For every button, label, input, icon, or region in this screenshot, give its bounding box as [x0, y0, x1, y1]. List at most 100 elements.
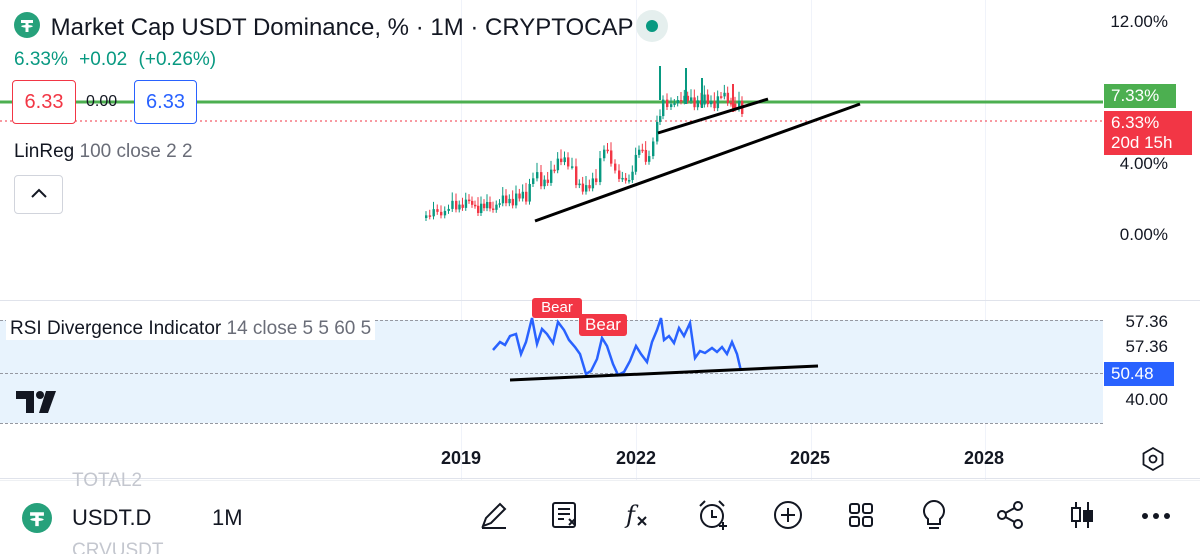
candle-body — [553, 169, 556, 172]
share-icon — [994, 499, 1026, 536]
candle-body — [578, 183, 581, 186]
bear-label-1: Bear — [532, 298, 582, 318]
ideas-button[interactable] — [916, 499, 952, 535]
grid-line — [985, 0, 986, 554]
candle-body — [489, 202, 492, 209]
candle-body — [443, 210, 447, 216]
candle-body — [662, 99, 665, 117]
candle-body — [591, 178, 595, 189]
candle-body — [518, 193, 521, 199]
bottom-separator — [0, 478, 1200, 479]
pane-separator — [0, 300, 1200, 301]
sell-button[interactable]: 6.33 — [12, 80, 76, 124]
collapse-legend-button[interactable] — [14, 175, 63, 214]
candle-body — [567, 157, 570, 167]
price-chart-svg — [0, 66, 1103, 223]
tether-logo-icon — [22, 503, 52, 538]
candle-body — [693, 97, 696, 108]
symbol-button[interactable]: USDT.D — [72, 505, 152, 530]
candle-body — [550, 169, 553, 183]
main-chart[interactable] — [0, 0, 1103, 300]
candle-body — [638, 149, 641, 155]
candle-body — [696, 100, 700, 108]
candle-body — [447, 208, 450, 211]
rsi-axis-label: 40.00 — [1125, 390, 1168, 409]
rsi-axis-label: 57.36 — [1125, 312, 1168, 331]
share-button[interactable] — [992, 499, 1028, 535]
add-button[interactable] — [770, 499, 806, 535]
price-axis-label: 12.00% — [1110, 12, 1168, 31]
candle-body — [474, 204, 477, 207]
chart-title-text: Market Cap USDT Dominance, % · 1M · CRYP… — [50, 14, 634, 41]
change-abs: +0.02 — [79, 49, 128, 70]
candle-body — [428, 215, 432, 217]
layouts-button[interactable] — [843, 499, 879, 535]
chart-type-button[interactable] — [1064, 499, 1100, 535]
market-status-indicator[interactable] — [636, 10, 668, 42]
candle-body — [471, 200, 474, 205]
timeframe-button[interactable]: 1M — [212, 505, 243, 530]
linreg-price-tag: 7.33% — [1104, 84, 1176, 108]
candle-body — [648, 156, 651, 162]
candle-body — [676, 100, 680, 104]
candle-body — [525, 191, 528, 202]
news-button[interactable] — [547, 499, 583, 535]
chart-settings-button[interactable] — [1139, 445, 1167, 478]
candle-body — [716, 96, 720, 109]
candle-body — [571, 166, 574, 168]
candle-body — [606, 149, 609, 152]
candle-body — [492, 208, 495, 211]
candle-body — [425, 215, 428, 218]
buy-button[interactable]: 6.33 — [134, 80, 197, 124]
ideas-icon — [918, 498, 950, 537]
time-axis-label: 2019 — [441, 448, 482, 468]
bear-label-2: Bear — [579, 314, 627, 336]
alert-button[interactable] — [695, 499, 731, 535]
candle-body — [483, 203, 486, 209]
candle-body — [581, 183, 585, 192]
candle-body — [680, 100, 683, 102]
candle-body — [666, 99, 669, 108]
candle-body — [595, 178, 598, 183]
candle-body — [575, 166, 578, 186]
draw-button[interactable] — [476, 499, 512, 535]
draw-icon — [478, 499, 510, 536]
grid-line — [811, 0, 812, 554]
candle-body — [528, 183, 531, 202]
layouts-icon — [846, 500, 876, 535]
candle-body — [610, 150, 613, 164]
chart-title[interactable]: Market Cap USDT Dominance, % · 1M · CRYP… — [14, 12, 634, 45]
price-axis-label: 4.00% — [1119, 154, 1168, 173]
candle-body — [673, 103, 676, 105]
indicators-button[interactable]: f — [620, 499, 656, 535]
more-button[interactable] — [1138, 499, 1174, 535]
candle-body — [501, 195, 505, 204]
bar-countdown: 20d 15h — [1111, 133, 1173, 152]
candle-body — [726, 92, 730, 103]
rsi-mid-band — [0, 373, 1103, 374]
change-pct: (+0.26%) — [138, 49, 217, 70]
spread-value: 0.00 — [86, 93, 118, 110]
candle-body — [480, 203, 483, 214]
tether-logo-icon — [14, 12, 40, 45]
current-price-tag-value: 6.33% — [1111, 113, 1160, 132]
tradingview-logo-icon[interactable] — [16, 389, 64, 420]
candle-body — [543, 179, 546, 187]
time-axis-label: 2028 — [964, 448, 1005, 468]
candle-body — [464, 199, 468, 208]
candle-body — [618, 170, 621, 179]
candle-body — [621, 177, 624, 180]
linreg-legend[interactable]: LinReg 100 close 2 2 — [14, 141, 193, 163]
candle-body — [599, 158, 602, 183]
candle-body — [458, 204, 461, 210]
candle-body — [656, 121, 659, 142]
candle-body — [738, 101, 741, 109]
settings-hexagon-icon — [1139, 446, 1167, 477]
price-change: 6.33% +0.02 (+0.26%) — [14, 49, 222, 71]
candle-body — [532, 178, 535, 184]
candle-body — [713, 101, 716, 109]
candle-body — [644, 149, 648, 162]
rsi-legend[interactable]: RSI Divergence Indicator 14 close 5 5 60… — [6, 318, 376, 340]
candle-body — [521, 191, 525, 199]
candle-body — [455, 200, 458, 210]
